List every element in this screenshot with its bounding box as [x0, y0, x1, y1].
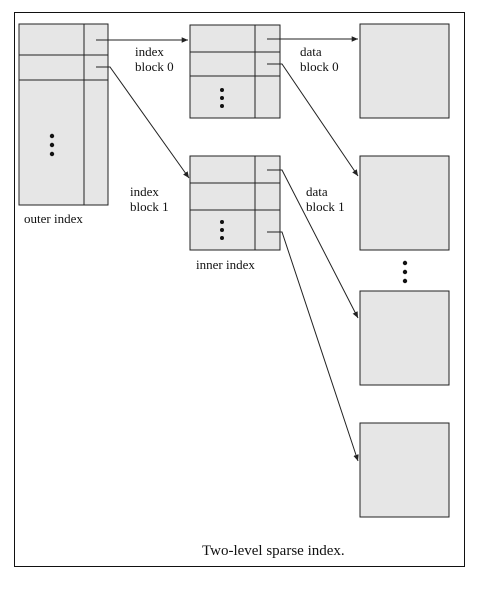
ellipsis-dots	[402, 260, 408, 284]
label-data-block-1: data block 1	[306, 184, 345, 214]
figure-caption: Two-level sparse index.	[202, 543, 345, 559]
ellipsis-dots	[220, 220, 224, 240]
label-index-block-0: index block 0	[135, 44, 174, 74]
label-inner-index: inner index	[196, 257, 255, 272]
index-block-1	[189, 155, 281, 251]
data-block-2	[359, 290, 450, 386]
outer-index-block	[18, 23, 109, 206]
label-data-block-0: data block 0	[300, 44, 339, 74]
pointer-index-1-to-data-2	[267, 169, 359, 319]
pointer-outer-to-index-block-1	[96, 66, 190, 179]
data-block-3	[359, 422, 450, 518]
pointer-index-1-to-data-3	[267, 231, 359, 462]
label-index-block-1: index block 1	[130, 184, 169, 214]
pointer-index-0-to-data-1	[267, 63, 359, 177]
label-line: block 1	[306, 199, 345, 214]
figure-frame	[14, 12, 465, 567]
label-outer-index: outer index	[24, 211, 83, 226]
label-line: block 0	[300, 59, 339, 74]
label-line: data	[306, 184, 328, 199]
data-block-1	[359, 155, 450, 251]
label-line: block 1	[130, 199, 169, 214]
label-line: index	[130, 184, 159, 199]
data-block-0	[359, 23, 450, 119]
label-line: block 0	[135, 59, 174, 74]
ellipsis-dots	[220, 88, 224, 108]
ellipsis-dots	[49, 133, 55, 157]
index-block-0	[189, 24, 281, 119]
label-line: data	[300, 44, 322, 59]
label-line: index	[135, 44, 164, 59]
